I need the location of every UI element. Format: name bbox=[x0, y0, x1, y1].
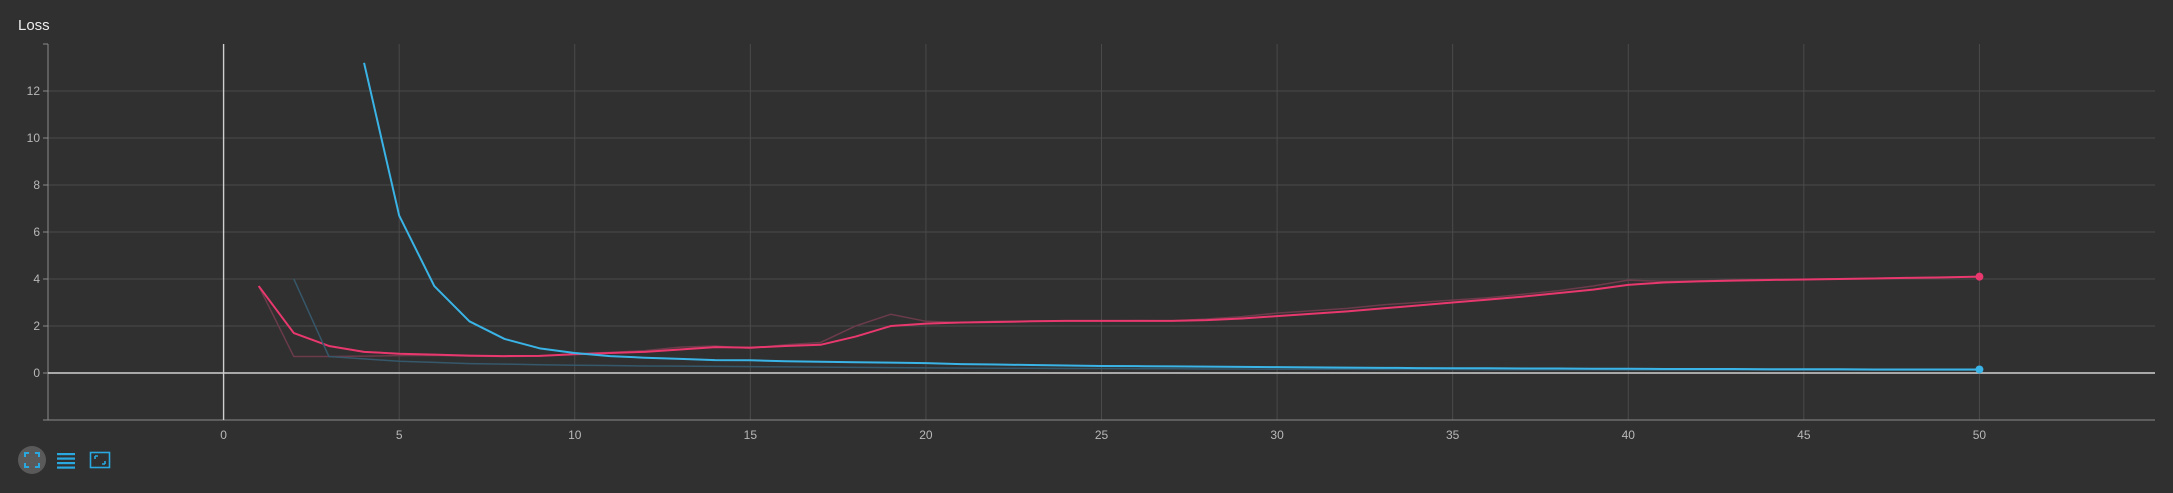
y-tick-label: 4 bbox=[33, 272, 40, 286]
chart-toolbar bbox=[18, 446, 114, 474]
series-0-raw-line bbox=[258, 275, 1980, 358]
x-tick-label: 25 bbox=[1095, 428, 1109, 440]
x-tick-label: 0 bbox=[220, 428, 227, 440]
toggle-log-scale-button[interactable] bbox=[52, 446, 80, 474]
y-tick-label: 6 bbox=[33, 225, 40, 239]
x-tick-label: 35 bbox=[1446, 428, 1460, 440]
x-tick-label: 5 bbox=[396, 428, 403, 440]
grid-lines bbox=[43, 43, 2155, 421]
y-tick-label: 0 bbox=[33, 366, 40, 380]
fit-domain-button[interactable] bbox=[18, 446, 46, 474]
tick-labels: 0 5 10 15 20 25 30 35 40 45 50 0 2 4 6 8 10 12 bbox=[27, 84, 1987, 440]
expand-chart-icon bbox=[89, 451, 111, 469]
x-tick-label: 20 bbox=[919, 428, 933, 440]
x-tick-label: 50 bbox=[1973, 428, 1987, 440]
x-tick-label: 15 bbox=[744, 428, 758, 440]
series-lines bbox=[257, 62, 1984, 374]
chart-title: Loss bbox=[18, 17, 50, 34]
series-0-line bbox=[257, 275, 1980, 358]
x-tick-label: 40 bbox=[1622, 428, 1636, 440]
y-tick-label: 12 bbox=[27, 84, 41, 98]
axes bbox=[47, 44, 2155, 421]
fit-domain-icon bbox=[24, 452, 40, 468]
y-tick-label: 2 bbox=[33, 319, 40, 333]
loss-chart[interactable]: 0 5 10 15 20 25 30 35 40 45 50 0 2 4 6 8 10 12 bbox=[0, 0, 2173, 440]
x-tick-label: 10 bbox=[568, 428, 582, 440]
series-1-end-point bbox=[1975, 365, 1984, 374]
expand-chart-button[interactable] bbox=[86, 446, 114, 474]
series-0-end-point bbox=[1975, 272, 1984, 281]
x-tick-label: 45 bbox=[1797, 428, 1811, 440]
x-tick-label: 30 bbox=[1270, 428, 1284, 440]
y-tick-label: 8 bbox=[33, 178, 40, 192]
series-1-line bbox=[363, 62, 1980, 371]
toggle-log-scale-icon bbox=[57, 453, 75, 469]
y-tick-label: 10 bbox=[27, 131, 41, 145]
